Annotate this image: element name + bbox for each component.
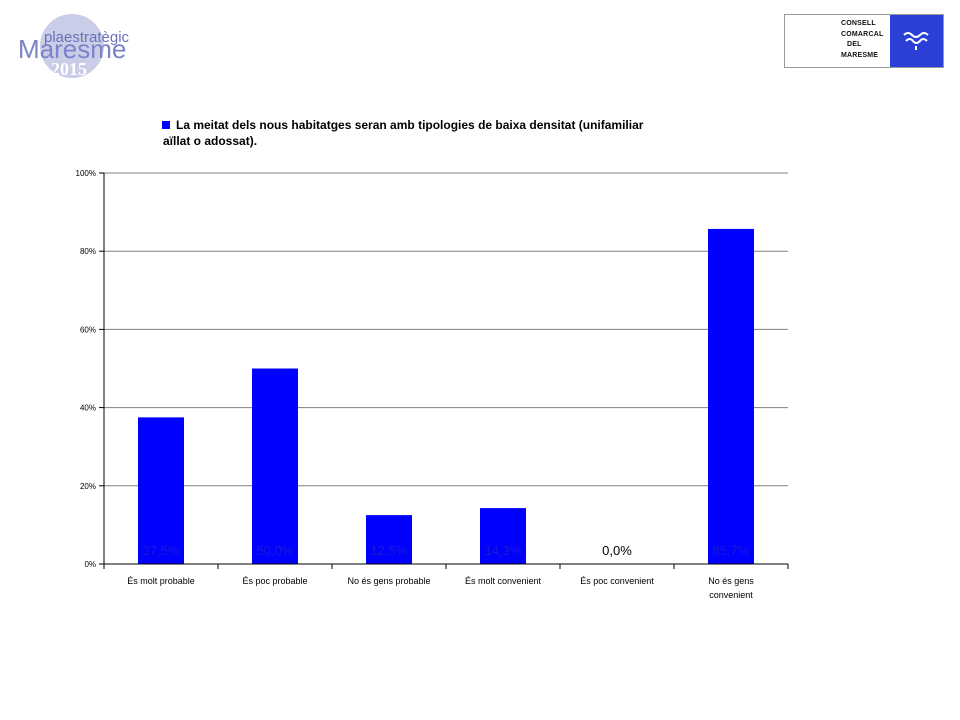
waves-icon xyxy=(903,32,929,50)
consell-comarcal-logo: CONSELL COMARCAL DEL MARESME xyxy=(784,14,944,68)
data-label: 85,7% xyxy=(713,543,750,558)
x-tick-label: convenient xyxy=(709,590,753,600)
data-label: 12,5% xyxy=(371,543,408,558)
legend-entry-line: aïllat o adossat). xyxy=(163,134,257,148)
chart-legend: La meitat dels nous habitatges seran amb… xyxy=(162,118,644,148)
x-tick-label: No és gens probable xyxy=(347,576,430,586)
data-label: 14,3% xyxy=(485,543,522,558)
bar xyxy=(252,368,298,564)
logo-line3: 2015 xyxy=(51,59,87,79)
bar xyxy=(138,417,184,564)
bar xyxy=(708,228,754,564)
x-tick-label: És poc convenient xyxy=(580,576,654,586)
x-tick-label: És molt probable xyxy=(127,576,195,586)
logo-line2: Maresme xyxy=(18,34,126,64)
data-label: 50,0% xyxy=(257,543,294,558)
logo-emblem xyxy=(890,15,943,67)
x-tick-label: És molt convenient xyxy=(465,576,542,586)
y-tick-label: 0% xyxy=(84,560,96,569)
x-tick-label: És poc probable xyxy=(242,576,307,586)
plaestrategic-logo: plaestratègic Maresme 2015 xyxy=(14,12,139,82)
legend-entry-line: La meitat dels nous habitatges seran amb… xyxy=(176,118,644,132)
y-tick-label: 80% xyxy=(80,247,96,256)
logo-circle xyxy=(40,14,104,78)
logo-right-line: MARESME xyxy=(841,51,879,59)
bar xyxy=(480,508,526,564)
logo-line1: plaestratègic xyxy=(44,29,130,46)
y-tick-label: 60% xyxy=(80,325,96,334)
logo-right-line: COMARCAL xyxy=(841,30,884,38)
logo-right-line: DEL xyxy=(847,41,862,48)
data-label: 0,0% xyxy=(602,543,632,558)
bar xyxy=(366,515,412,564)
y-tick-label: 40% xyxy=(80,404,96,413)
logo-right-line: CONSELL xyxy=(841,20,876,27)
y-tick-label: 20% xyxy=(80,482,96,491)
x-tick-label: No és gens xyxy=(708,576,754,586)
data-label: 37,5% xyxy=(143,543,180,558)
y-tick-label: 100% xyxy=(76,169,96,178)
legend-swatch xyxy=(162,121,170,129)
